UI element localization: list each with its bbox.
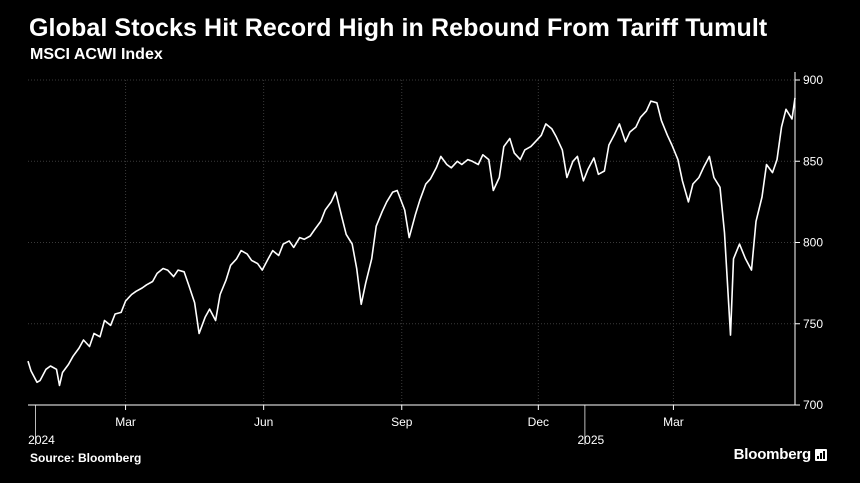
x-tick-label: Sep — [391, 415, 413, 429]
chart-subtitle: MSCI ACWI Index — [30, 46, 163, 63]
brand-name: Bloomberg — [733, 446, 812, 463]
x-year-label: 2025 — [578, 433, 605, 447]
brand-mark: Bloomberg — [734, 446, 827, 463]
source-note: Source: Bloomberg — [30, 451, 142, 465]
y-tick-label: 800 — [803, 236, 823, 250]
y-tick-label: 850 — [803, 154, 823, 168]
x-tick-label: Jun — [254, 415, 273, 429]
y-tick-label: 750 — [803, 317, 823, 331]
series-layer — [27, 97, 796, 387]
tick-labels: 700 750 800 850 900 Mar Jun Sep Dec Mar 2024 2025 — [28, 73, 823, 447]
bloomberg-logo-icon — [815, 448, 827, 461]
grid-lines — [28, 79, 795, 405]
chart-title: Global Stocks Hit Record High in Rebound… — [29, 14, 768, 42]
x-tick-label: Mar — [663, 415, 684, 429]
y-tick-label: 900 — [803, 73, 823, 87]
series-line-msci-acwi — [27, 97, 796, 387]
y-tick-label: 700 — [803, 398, 823, 412]
x-year-label: 2024 — [28, 433, 55, 447]
x-tick-label: Mar — [115, 415, 136, 429]
chart-axes — [28, 72, 800, 445]
x-tick-label: Dec — [528, 415, 549, 429]
